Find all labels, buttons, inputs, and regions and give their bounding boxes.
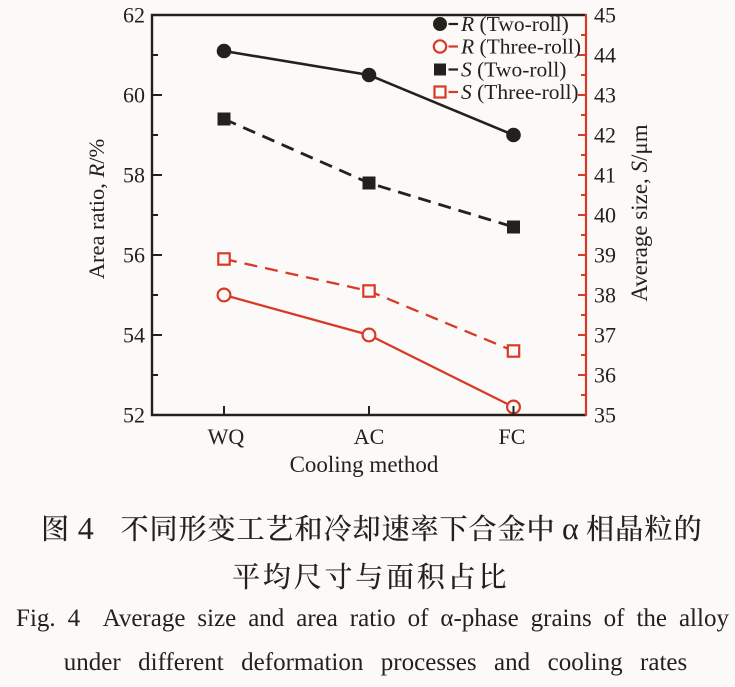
svg-text:62: 62 [123, 3, 145, 28]
svg-text:Average size, S/μm: Average size, S/μm [627, 124, 652, 301]
svg-text:under different deformation pr: under different deformation processes an… [64, 649, 688, 676]
svg-text:WQ: WQ [208, 424, 245, 449]
svg-text:35: 35 [594, 403, 616, 428]
svg-text:56: 56 [123, 243, 145, 268]
svg-text:Area ratio, R/%: Area ratio, R/% [84, 139, 109, 280]
svg-text:38: 38 [594, 283, 616, 308]
svg-text:58: 58 [123, 163, 145, 188]
svg-text:37: 37 [594, 323, 616, 348]
svg-text:Cooling method: Cooling method [290, 452, 439, 477]
svg-text:43: 43 [594, 83, 616, 108]
svg-text:Fig. 4 Average size and area: Fig. 4 Average size and area ratio of α-… [16, 605, 729, 632]
svg-text:52: 52 [123, 403, 145, 428]
svg-text:41: 41 [594, 163, 616, 188]
svg-text:42: 42 [594, 123, 616, 148]
svg-text:40: 40 [594, 203, 616, 228]
svg-text:36: 36 [594, 363, 616, 388]
svg-text:S (Two-roll): S (Two-roll) [461, 58, 566, 82]
svg-text:60: 60 [123, 83, 145, 108]
svg-text:44: 44 [594, 43, 616, 68]
svg-text:AC: AC [354, 424, 385, 449]
svg-text:4: 4 [78, 510, 94, 546]
svg-text:FC: FC [499, 424, 526, 449]
svg-text:R (Two-roll): R (Two-roll) [460, 12, 569, 36]
svg-text:S (Three-roll): S (Three-roll) [461, 80, 579, 104]
svg-text:R (Three-roll): R (Three-roll) [460, 35, 581, 59]
svg-text:45: 45 [594, 3, 616, 28]
svg-text:39: 39 [594, 243, 616, 268]
svg-text:54: 54 [123, 323, 145, 348]
svg-text:α: α [562, 510, 579, 546]
